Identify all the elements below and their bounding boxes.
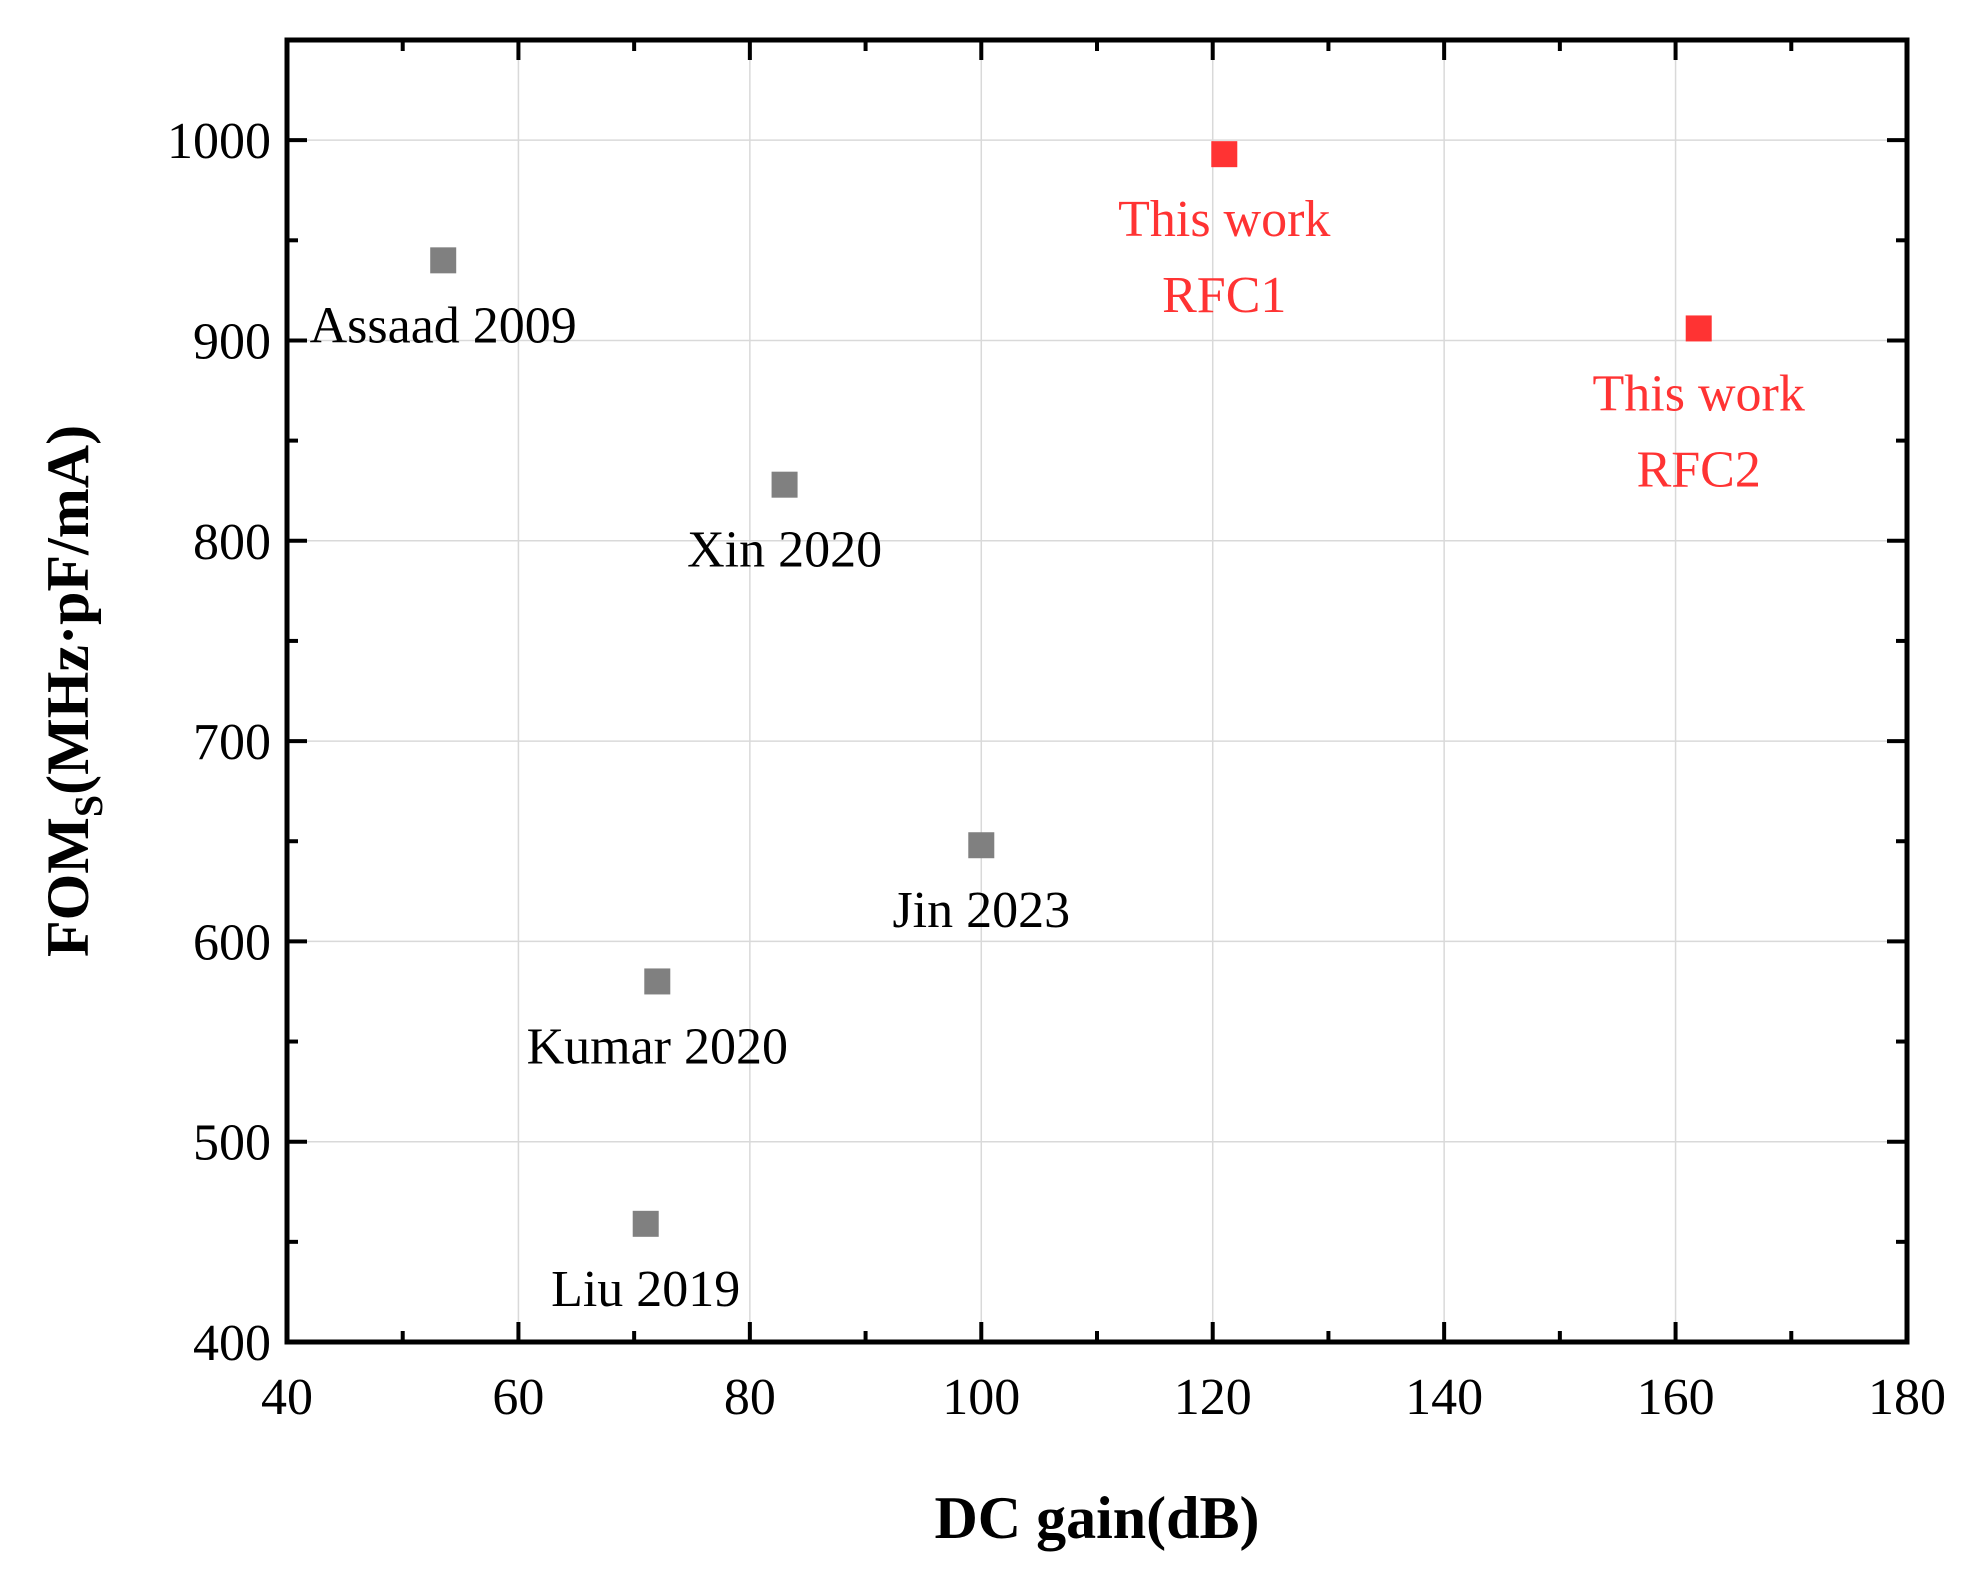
point-label: Jin 2023: [892, 882, 1070, 939]
point-label-line: RFC2: [1637, 441, 1761, 498]
y-axis-title-main: FOM: [35, 817, 101, 957]
x-tick-labels: 40 60 80 100 120 140 160 180: [261, 1369, 1946, 1426]
data-points: [430, 141, 1712, 1237]
y-tick-label: 500: [193, 1115, 271, 1172]
x-tick-label: 100: [942, 1369, 1020, 1426]
data-point: [1685, 315, 1712, 342]
x-tick-label: 40: [261, 1369, 313, 1426]
y-tick-label: 400: [193, 1315, 271, 1372]
y-tick-label: 600: [193, 914, 271, 971]
y-tick-labels: 400 500 600 700 800 900 1000: [167, 113, 271, 1372]
data-point: [968, 832, 995, 859]
x-tick-label: 80: [724, 1369, 776, 1426]
grid-lines: [287, 40, 1907, 1342]
y-tick-label: 700: [193, 714, 271, 771]
x-tick-label: 60: [492, 1369, 544, 1426]
y-tick-label: 1000: [167, 113, 271, 170]
point-label-line: Liu 2019: [551, 1261, 740, 1318]
point-label-line: Kumar 2020: [527, 1018, 788, 1075]
y-axis-title-subscript: S: [66, 795, 111, 817]
x-axis-title: DC gain(dB): [934, 1485, 1259, 1551]
point-label-line: Xin 2020: [687, 522, 882, 579]
point-label-line: This work: [1593, 365, 1805, 422]
point-label-line: RFC1: [1162, 267, 1286, 324]
y-tick-label: 900: [193, 313, 271, 370]
data-point: [1211, 141, 1238, 168]
point-label: Assaad 2009: [310, 297, 577, 354]
point-label-line: Jin 2023: [892, 882, 1070, 939]
data-point: [771, 471, 798, 498]
data-point: [644, 968, 671, 995]
data-point: [430, 247, 457, 274]
point-label-line: Assaad 2009: [310, 297, 577, 354]
point-labels: Assaad 2009 Xin 2020 Jin 2023 Kumar 2020 Liu…: [310, 191, 1805, 1318]
y-axis-title-unit: (MHz·pF/mA): [35, 425, 101, 795]
y-tick-label: 800: [193, 514, 271, 571]
point-label: Liu 2019: [551, 1261, 740, 1318]
x-tick-label: 120: [1174, 1369, 1252, 1426]
x-tick-label: 180: [1868, 1369, 1946, 1426]
point-label-line: This work: [1118, 191, 1330, 248]
point-label: This work RFC1: [1118, 191, 1330, 324]
point-label: Xin 2020: [687, 522, 882, 579]
x-tick-label: 140: [1405, 1369, 1483, 1426]
point-label: Kumar 2020: [527, 1018, 788, 1075]
axis-ticks: [285, 40, 1909, 1344]
x-tick-label: 160: [1637, 1369, 1715, 1426]
point-label: This work RFC2: [1593, 365, 1805, 498]
plot-frame: [284, 37, 1910, 1345]
y-axis-title: FOMS(MHz·pF/mA): [35, 425, 111, 957]
data-point: [632, 1210, 659, 1237]
